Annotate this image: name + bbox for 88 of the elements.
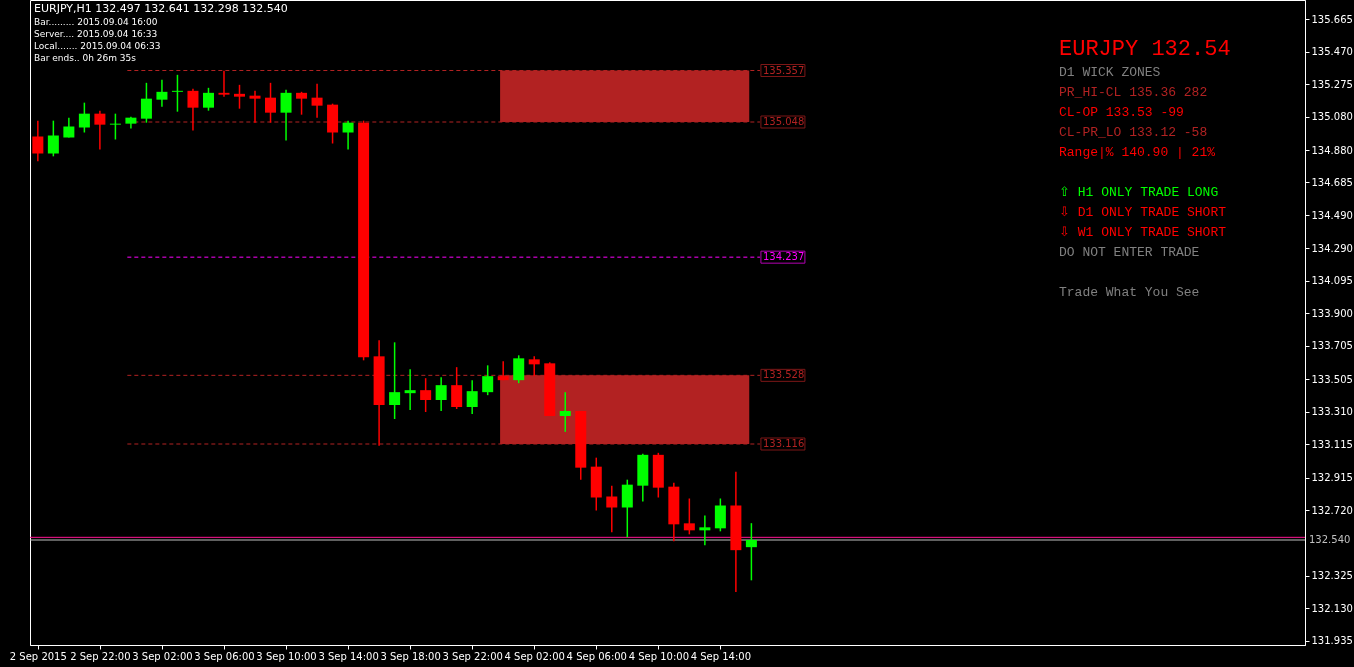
candlestick [171, 74, 183, 113]
annotation: Server.... 2015.09.04 16:33 [34, 29, 158, 39]
candlestick [342, 119, 354, 151]
candlestick [47, 119, 59, 158]
chart-title: EURJPY,H1 132.497 132.641 132.298 132.540 [34, 2, 288, 15]
x-tick-label: 4 Sep 10:00 [628, 650, 690, 662]
candlestick [249, 90, 261, 124]
candlestick [296, 91, 308, 116]
x-tick-label: 4 Sep 02:00 [504, 650, 565, 662]
candlestick [714, 497, 726, 533]
candlestick [63, 116, 75, 139]
y-tick-label: 134.095 [1311, 275, 1353, 287]
y-tick-label: 134.290 [1311, 242, 1353, 254]
y-tick-label: 133.900 [1311, 307, 1353, 319]
annotation: ⇩ D1 ONLY TRADE SHORT [1059, 205, 1227, 220]
x-tick-label: 4 Sep 06:00 [566, 650, 627, 662]
annotation: DO NOT ENTER TRADE [1059, 245, 1200, 260]
candlestick [404, 368, 416, 411]
candlestick [466, 379, 478, 415]
annotation: CL-PR_LO 133.12 -58 [1059, 125, 1208, 140]
candlestick [156, 79, 168, 108]
candlestick [78, 101, 90, 134]
candlestick [420, 377, 432, 413]
ref-line-label: 132.540 [1309, 534, 1351, 545]
x-tick-label: 3 Sep 10:00 [256, 650, 317, 662]
y-tick-label: 132.720 [1311, 504, 1353, 516]
x-tick-label: 3 Sep 18:00 [380, 650, 441, 662]
y-tick-label: 133.310 [1311, 406, 1353, 418]
annotation: Local....... 2015.09.04 06:33 [34, 41, 161, 51]
candlestick [528, 355, 540, 377]
y-tick-label: 135.665 [1311, 13, 1353, 25]
candlestick [699, 514, 711, 546]
x-tick-label: 4 Sep 14:00 [690, 650, 752, 662]
ref-line-label: 133.528 [762, 369, 805, 381]
x-tick-label: 3 Sep 22:00 [442, 650, 503, 662]
candlestick [265, 82, 277, 124]
candlestick [435, 376, 447, 412]
candlestick [202, 87, 214, 112]
ref-line-label: 135.048 [762, 116, 805, 127]
x-tick-label: 3 Sep 02:00 [132, 650, 193, 662]
candlestick [140, 82, 152, 124]
y-tick-label: 134.490 [1311, 209, 1353, 221]
candlestick [559, 391, 571, 433]
annotation: D1 WICK ZONES [1059, 65, 1161, 80]
candlestick [218, 70, 230, 98]
x-tick-label: 2 Sep 22:00 [70, 650, 131, 662]
y-tick-label: 135.080 [1311, 111, 1353, 123]
annotation: Bar......... 2015.09.04 16:00 [34, 17, 158, 27]
candlestick [745, 522, 757, 582]
annotation: Trade What You See [1059, 285, 1200, 300]
ref-line-label: 134.237 [762, 251, 805, 263]
candlestick [482, 364, 494, 396]
y-tick-label: 135.470 [1311, 46, 1353, 58]
annotation: ⇧ H1 ONLY TRADE LONG [1059, 185, 1219, 200]
candlestick [389, 341, 401, 420]
y-tick-label: 134.880 [1311, 144, 1353, 156]
candlestick [683, 497, 695, 536]
y-tick-label: 135.275 [1311, 78, 1353, 90]
candlestick [234, 84, 245, 110]
candlestick [621, 478, 633, 539]
y-tick-label: 131.935 [1311, 635, 1353, 647]
annotation: CL-OP 133.53 -99 [1059, 105, 1184, 120]
candlestick [606, 484, 618, 534]
candlestick [187, 88, 199, 132]
annotation: Bar ends.. 0h 26m 35s [34, 53, 137, 63]
candlestick [94, 109, 106, 151]
ref-line-label: 135.357 [762, 64, 805, 76]
x-tick-label: 3 Sep 06:00 [194, 650, 255, 662]
candlestick [311, 83, 323, 119]
candlestick [451, 366, 463, 410]
y-tick-label: 133.705 [1311, 340, 1353, 352]
y-tick-label: 134.685 [1311, 177, 1353, 188]
candlestick [513, 354, 525, 384]
x-tick-label: 2 Sep 2015 [9, 650, 67, 662]
x-tick-label: 3 Sep 14:00 [318, 650, 379, 662]
annotation: EURJPY 132.54 [1059, 37, 1231, 62]
annotation: Range|% 140.90 | 21% [1059, 145, 1216, 160]
candlestick [280, 89, 292, 142]
candlestick [32, 119, 44, 163]
y-tick-label: 133.505 [1311, 373, 1353, 385]
annotation: PR_HI-CL 135.36 282 [1059, 85, 1208, 100]
annotation: ⇩ W1 ONLY TRADE SHORT [1059, 225, 1227, 240]
y-tick-label: 132.130 [1311, 602, 1353, 614]
ref-line-label: 133.116 [762, 438, 805, 449]
candlestick [109, 112, 121, 141]
y-tick-label: 132.915 [1311, 472, 1353, 483]
y-tick-label: 133.115 [1311, 438, 1353, 450]
y-tick-label: 132.325 [1311, 570, 1353, 582]
